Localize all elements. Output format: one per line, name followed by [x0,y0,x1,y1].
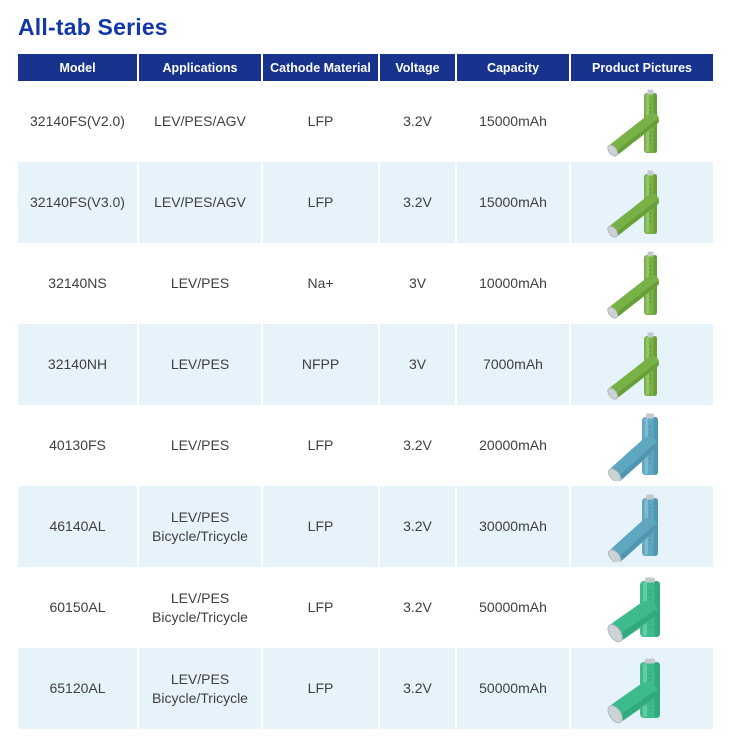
applications-cell: LEV/PES [139,324,263,405]
capacity-cell: 15000mAh [457,162,571,243]
product-picture-cell [571,243,713,324]
applications-cell: LEV/PES [139,243,263,324]
battery-pair-icon [607,170,660,238]
capacity-cell: 15000mAh [457,81,571,162]
battery-pair-icon [607,577,660,642]
applications-cell: LEV/PES Bicycle/Tricycle [139,567,263,648]
table-row: 65120AL LEV/PES Bicycle/Tricycle LFP 3.2… [18,648,713,729]
applications-line1: LEV/PES [170,437,230,453]
battery-pair-icon [607,251,660,319]
applications-line2: Bicycle/Tricycle [152,527,248,544]
column-header-product-pictures: Product Pictures [571,54,713,81]
cathode-cell: LFP [263,648,380,729]
voltage-cell: 3.2V [380,648,457,729]
voltage-cell: 3.2V [380,567,457,648]
column-header-capacity: Capacity [457,54,571,81]
applications-line1: LEV/PES [170,356,230,372]
table-row: 40130FS LEV/PES LFP 3.2V 20000mAh [18,405,713,486]
battery-pair-icon [607,658,660,723]
table-row: 32140FS(V3.0) LEV/PES/AGV LFP 3.2V 15000… [18,162,713,243]
applications-cell: LEV/PES/AGV [139,162,263,243]
capacity-cell: 7000mAh [457,324,571,405]
table-row: 32140FS(V2.0) LEV/PES/AGV LFP 3.2V 15000… [18,81,713,162]
product-picture-cell [571,405,713,486]
battery-pair-icon [608,413,658,481]
applications-line1: LEV/PES [170,670,230,687]
column-header-model: Model [18,54,139,81]
column-header-applications: Applications [139,54,263,81]
cathode-cell: NFPP [263,324,380,405]
model-cell: 46140AL [18,486,139,567]
cathode-cell: LFP [263,567,380,648]
battery-series-table: Model Applications Cathode Material Volt… [18,54,713,729]
capacity-cell: 30000mAh [457,486,571,567]
column-header-voltage: Voltage [380,54,457,81]
applications-cell: LEV/PES Bicycle/Tricycle [139,648,263,729]
applications-line1: LEV/PES [170,589,230,606]
model-cell: 32140NS [18,243,139,324]
model-cell: 32140FS(V2.0) [18,81,139,162]
product-picture-cell [571,567,713,648]
battery-pair-icon [608,494,658,562]
table-header-row: Model Applications Cathode Material Volt… [18,54,713,81]
cathode-cell: LFP [263,405,380,486]
model-cell: 40130FS [18,405,139,486]
voltage-cell: 3.2V [380,162,457,243]
voltage-cell: 3V [380,243,457,324]
model-cell: 32140NH [18,324,139,405]
cathode-cell: LFP [263,486,380,567]
product-picture-cell [571,81,713,162]
applications-cell: LEV/PES [139,405,263,486]
column-header-cathode-material: Cathode Material [263,54,380,81]
applications-line1: LEV/PES/AGV [154,194,246,210]
applications-line2: Bicycle/Tricycle [152,689,248,706]
product-picture-cell [571,486,713,567]
table-row: 32140NS LEV/PES Na+ 3V 10000mAh [18,243,713,324]
voltage-cell: 3.2V [380,81,457,162]
page-title: All-tab Series [18,14,168,40]
table-row: 60150AL LEV/PES Bicycle/Tricycle LFP 3.2… [18,567,713,648]
voltage-cell: 3.2V [380,486,457,567]
applications-line1: LEV/PES [170,508,230,525]
model-cell: 60150AL [18,567,139,648]
voltage-cell: 3.2V [380,405,457,486]
model-cell: 32140FS(V3.0) [18,162,139,243]
cathode-cell: Na+ [263,243,380,324]
table-row: 46140AL LEV/PES Bicycle/Tricycle LFP 3.2… [18,486,713,567]
applications-line1: LEV/PES/AGV [154,113,246,129]
product-picture-cell [571,648,713,729]
capacity-cell: 10000mAh [457,243,571,324]
model-cell: 65120AL [18,648,139,729]
applications-line2: Bicycle/Tricycle [152,608,248,625]
capacity-cell: 20000mAh [457,405,571,486]
voltage-cell: 3V [380,324,457,405]
battery-pair-icon [607,332,660,400]
cathode-cell: LFP [263,162,380,243]
product-picture-cell [571,324,713,405]
battery-pair-icon [607,89,660,157]
applications-cell: LEV/PES/AGV [139,81,263,162]
applications-line1: LEV/PES [170,275,230,291]
applications-cell: LEV/PES Bicycle/Tricycle [139,486,263,567]
table-row: 32140NH LEV/PES NFPP 3V 7000mAh [18,324,713,405]
product-picture-cell [571,162,713,243]
capacity-cell: 50000mAh [457,648,571,729]
capacity-cell: 50000mAh [457,567,571,648]
cathode-cell: LFP [263,81,380,162]
